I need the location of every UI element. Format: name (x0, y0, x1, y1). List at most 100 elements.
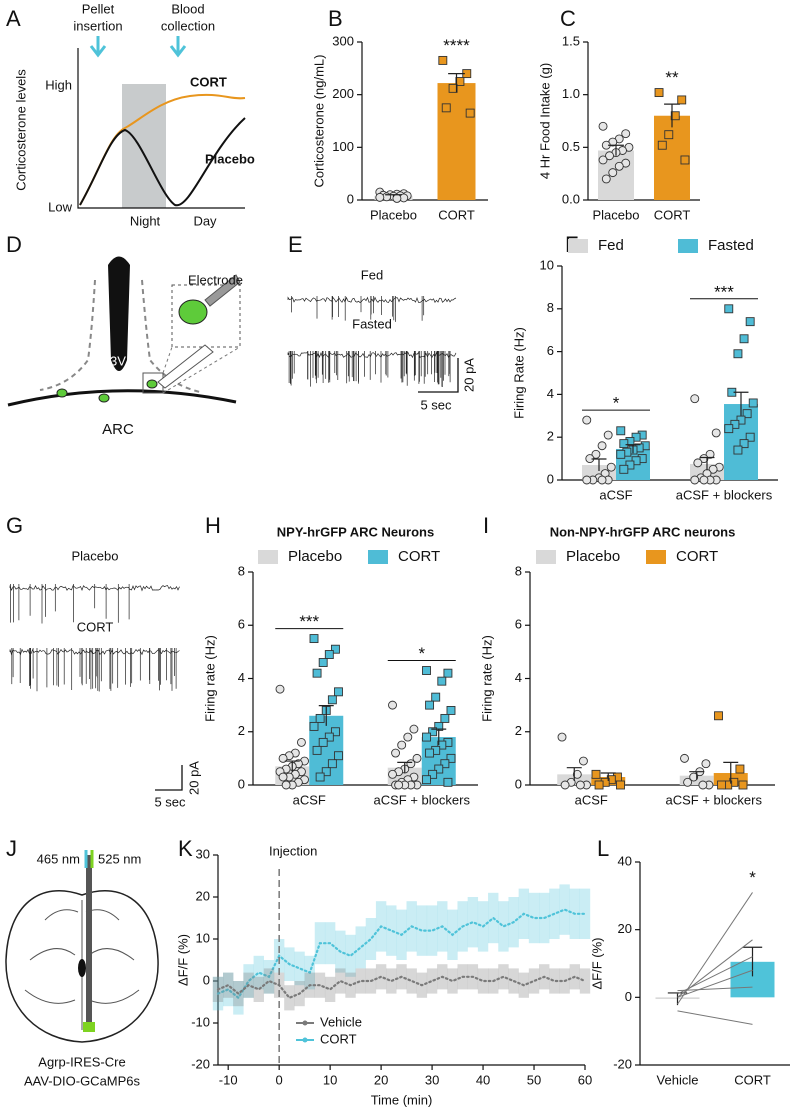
point (440, 759, 450, 769)
point (606, 462, 616, 472)
point (388, 769, 397, 779)
point (315, 713, 325, 723)
point (428, 769, 438, 779)
neuron (56, 388, 68, 398)
label: Agrp-IRES-Cre (38, 1054, 125, 1069)
label: ARC (102, 421, 134, 438)
point (699, 475, 709, 485)
error-bar (431, 728, 447, 746)
point (683, 777, 693, 787)
y-tick-label: 8 (515, 563, 522, 578)
y-axis-label: Firing Rate (Hz) (511, 327, 526, 419)
x-tick-label: aCSF (599, 487, 632, 502)
point (717, 780, 727, 790)
legend-swatch (258, 550, 278, 564)
point (434, 764, 444, 774)
y-tick-label: 8 (547, 300, 554, 315)
chart-title: Non-NPY-hrGFP ARC neurons (550, 524, 736, 539)
label: 465 nm (37, 851, 80, 866)
point (597, 441, 607, 451)
point (619, 464, 629, 474)
point (693, 458, 703, 468)
paired-line (677, 1010, 753, 1025)
y-tick-label: 4 (238, 670, 245, 685)
point (677, 95, 687, 105)
annotation: Injection (269, 843, 317, 858)
y-tick-label: -20 (613, 1056, 632, 1071)
label: High (45, 77, 72, 92)
neuron (178, 299, 208, 325)
error-band (345, 934, 356, 977)
point (409, 724, 419, 734)
point (605, 151, 614, 161)
error-band (528, 892, 540, 944)
point (591, 449, 601, 459)
label: 20 pA (186, 761, 201, 795)
point (742, 409, 752, 419)
trace (287, 351, 457, 387)
ventricle (108, 256, 130, 371)
label: 525 nm (98, 851, 141, 866)
label: AAV-DIO-GCaMP6s (24, 1073, 141, 1088)
point (748, 398, 758, 408)
paired-line (677, 892, 753, 1005)
y-tick-label: 20 (196, 888, 210, 903)
panel-e: E Fed Fasted 5 sec 20 pA (288, 232, 476, 413)
y-axis-label: ΔF/F (%) (175, 934, 190, 986)
legend-label: CORT (320, 1031, 357, 1046)
label: Blood (171, 1, 204, 16)
x-tick-label: CORT (734, 1072, 771, 1087)
error-bar (600, 772, 616, 782)
error-bar (385, 194, 402, 197)
point (670, 111, 680, 121)
point (619, 439, 629, 449)
panel-letter: J (6, 836, 17, 861)
floor (7, 389, 237, 407)
x-tick-label: 60 (578, 1072, 592, 1087)
point (739, 334, 749, 344)
point (275, 684, 285, 694)
x-tick-label: Placebo (370, 207, 417, 222)
label: Placebo (205, 151, 255, 166)
x-tick-label: 0 (276, 1072, 283, 1087)
x-tick-label: 40 (476, 1072, 490, 1087)
paired-line (677, 969, 753, 998)
y-tick-label: 200 (332, 86, 354, 101)
point (690, 475, 700, 485)
label: 20 pA (461, 358, 476, 392)
zoom-lines (162, 346, 241, 394)
point (425, 748, 435, 758)
point (614, 161, 624, 171)
point (572, 769, 582, 779)
point (281, 780, 291, 790)
point (375, 192, 385, 202)
point (422, 732, 431, 742)
label: Fasted (352, 316, 392, 331)
point (711, 428, 721, 438)
label: insertion (73, 18, 122, 33)
point (278, 772, 288, 782)
y-tick-label: 100 (332, 139, 354, 154)
label: 5 sec (420, 397, 452, 412)
error-band (365, 918, 377, 960)
error-band (477, 968, 489, 994)
point (406, 759, 416, 769)
error-bar (699, 456, 715, 471)
point (680, 753, 689, 763)
point (422, 666, 431, 675)
label: Low (48, 199, 72, 214)
significance: * (613, 394, 620, 413)
x-tick-label: aCSF (575, 792, 608, 807)
point (735, 764, 745, 774)
point (708, 464, 718, 474)
point (327, 759, 337, 769)
panel-g: G Placebo CORT 5 sec 20 pA (6, 513, 201, 810)
point (557, 732, 567, 742)
point (465, 108, 475, 118)
arrow (89, 36, 107, 58)
legend-swatch (368, 550, 388, 564)
electrode (204, 274, 241, 307)
y-axis-label: Firing rate (Hz) (479, 635, 494, 722)
significance: * (749, 868, 756, 887)
